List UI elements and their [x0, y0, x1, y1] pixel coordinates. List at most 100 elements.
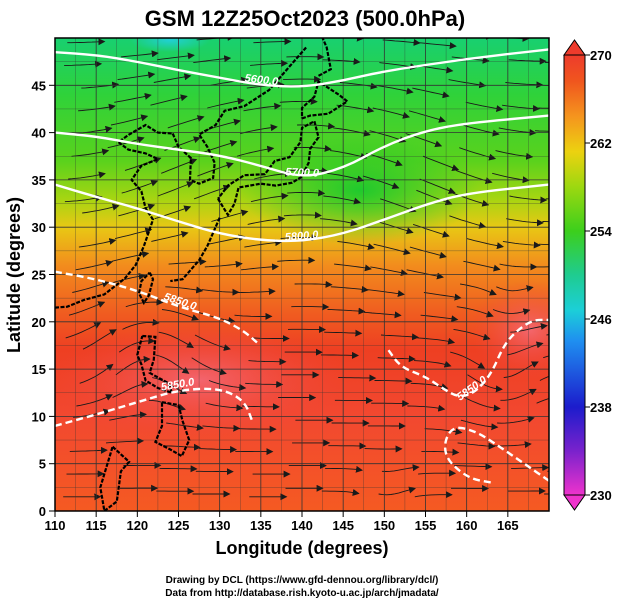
contour-label: 5700.0 — [285, 166, 320, 179]
streamline — [363, 311, 402, 319]
streamline — [283, 75, 322, 83]
streamline — [509, 195, 548, 204]
streamline — [197, 162, 234, 177]
streamline — [114, 92, 152, 103]
streamline — [82, 203, 120, 214]
streamline — [118, 337, 156, 353]
streamline — [65, 322, 102, 339]
streamline — [211, 209, 249, 222]
streamline — [199, 445, 238, 453]
y-tick-label: 30 — [32, 220, 46, 235]
contour-label: 5850.0 — [160, 376, 196, 394]
streamline — [251, 335, 290, 342]
colorbar-bar — [563, 54, 586, 496]
streamline — [202, 424, 241, 432]
x-tick-label: 120 — [126, 518, 148, 533]
streamline — [112, 380, 149, 398]
streamline — [193, 184, 231, 200]
coastline — [153, 401, 191, 458]
streamline — [464, 397, 501, 412]
streamline — [158, 331, 194, 349]
coastline — [217, 119, 320, 218]
contour-line — [387, 318, 549, 398]
streamline — [412, 223, 450, 238]
streamline — [124, 32, 161, 34]
streamline — [376, 84, 414, 95]
coastline — [171, 46, 307, 185]
streamline — [382, 38, 421, 46]
contour-line — [55, 48, 549, 88]
streamline — [467, 374, 503, 393]
streamline — [413, 360, 452, 368]
streamline — [539, 243, 549, 245]
streamline — [69, 446, 108, 454]
streamline — [499, 263, 538, 271]
y-tick-label: 0 — [39, 504, 46, 519]
streamline — [505, 81, 544, 89]
streamline — [67, 38, 106, 46]
streamline — [380, 333, 419, 341]
streamline — [75, 259, 113, 271]
streamline — [150, 94, 188, 106]
streamline — [423, 292, 462, 301]
streamline — [168, 258, 207, 266]
streamline — [406, 269, 444, 280]
credit-data: Data from http://database.rish.kyoto-u.a… — [165, 588, 439, 599]
streamline — [506, 341, 544, 356]
streamline — [378, 486, 416, 496]
streamline — [114, 227, 153, 240]
streamline — [453, 328, 491, 341]
y-tick-label: 25 — [32, 268, 46, 283]
colorbar-ticks: 230 238 246 254 262 270 — [585, 48, 612, 503]
streamline — [412, 87, 450, 99]
streamline — [64, 194, 103, 203]
streamline — [536, 398, 549, 404]
streamline — [191, 38, 199, 39]
streamline — [155, 354, 190, 374]
x-tick-label: 110 — [45, 518, 66, 533]
streamline — [409, 246, 447, 259]
coastline — [300, 79, 350, 120]
contour-line — [443, 426, 549, 484]
streamline — [327, 307, 366, 315]
colorbar-max-arrow — [563, 39, 586, 56]
y-tick-label: 35 — [32, 173, 46, 188]
colorbar-tick-label: 270 — [590, 48, 612, 63]
colorbar-tick-label: 262 — [590, 136, 612, 151]
streamline — [204, 260, 243, 268]
coastline — [99, 445, 131, 511]
y-axis-label: Latitude (degrees) — [4, 197, 24, 353]
streamline — [110, 114, 149, 126]
streamline — [449, 215, 487, 229]
streamline — [111, 251, 150, 262]
x-tick-label: 165 — [497, 518, 519, 533]
streamline — [277, 256, 316, 264]
streamline — [205, 402, 244, 412]
coastlines — [55, 38, 350, 511]
streamline — [538, 107, 549, 109]
contour-line — [55, 387, 254, 428]
streamline — [502, 240, 541, 249]
streamline — [121, 179, 159, 194]
streamline — [535, 266, 549, 268]
streamline — [323, 195, 361, 205]
colorbar-tick-label: 246 — [590, 312, 612, 327]
coastline — [55, 123, 173, 309]
x-tick-label: 145 — [332, 518, 354, 533]
x-tick-label: 140 — [291, 518, 313, 533]
streamline — [506, 218, 544, 227]
streamline — [364, 445, 403, 453]
x-tick-label: 135 — [250, 518, 272, 533]
streamline — [162, 443, 201, 451]
cold-trough — [240, 135, 480, 245]
streamline — [418, 42, 457, 50]
streamline — [78, 238, 117, 248]
streamline — [456, 306, 494, 318]
streamline — [455, 169, 493, 184]
streamline — [463, 260, 501, 272]
streamline — [253, 38, 292, 46]
streamline — [287, 189, 326, 197]
streamline — [250, 59, 289, 67]
